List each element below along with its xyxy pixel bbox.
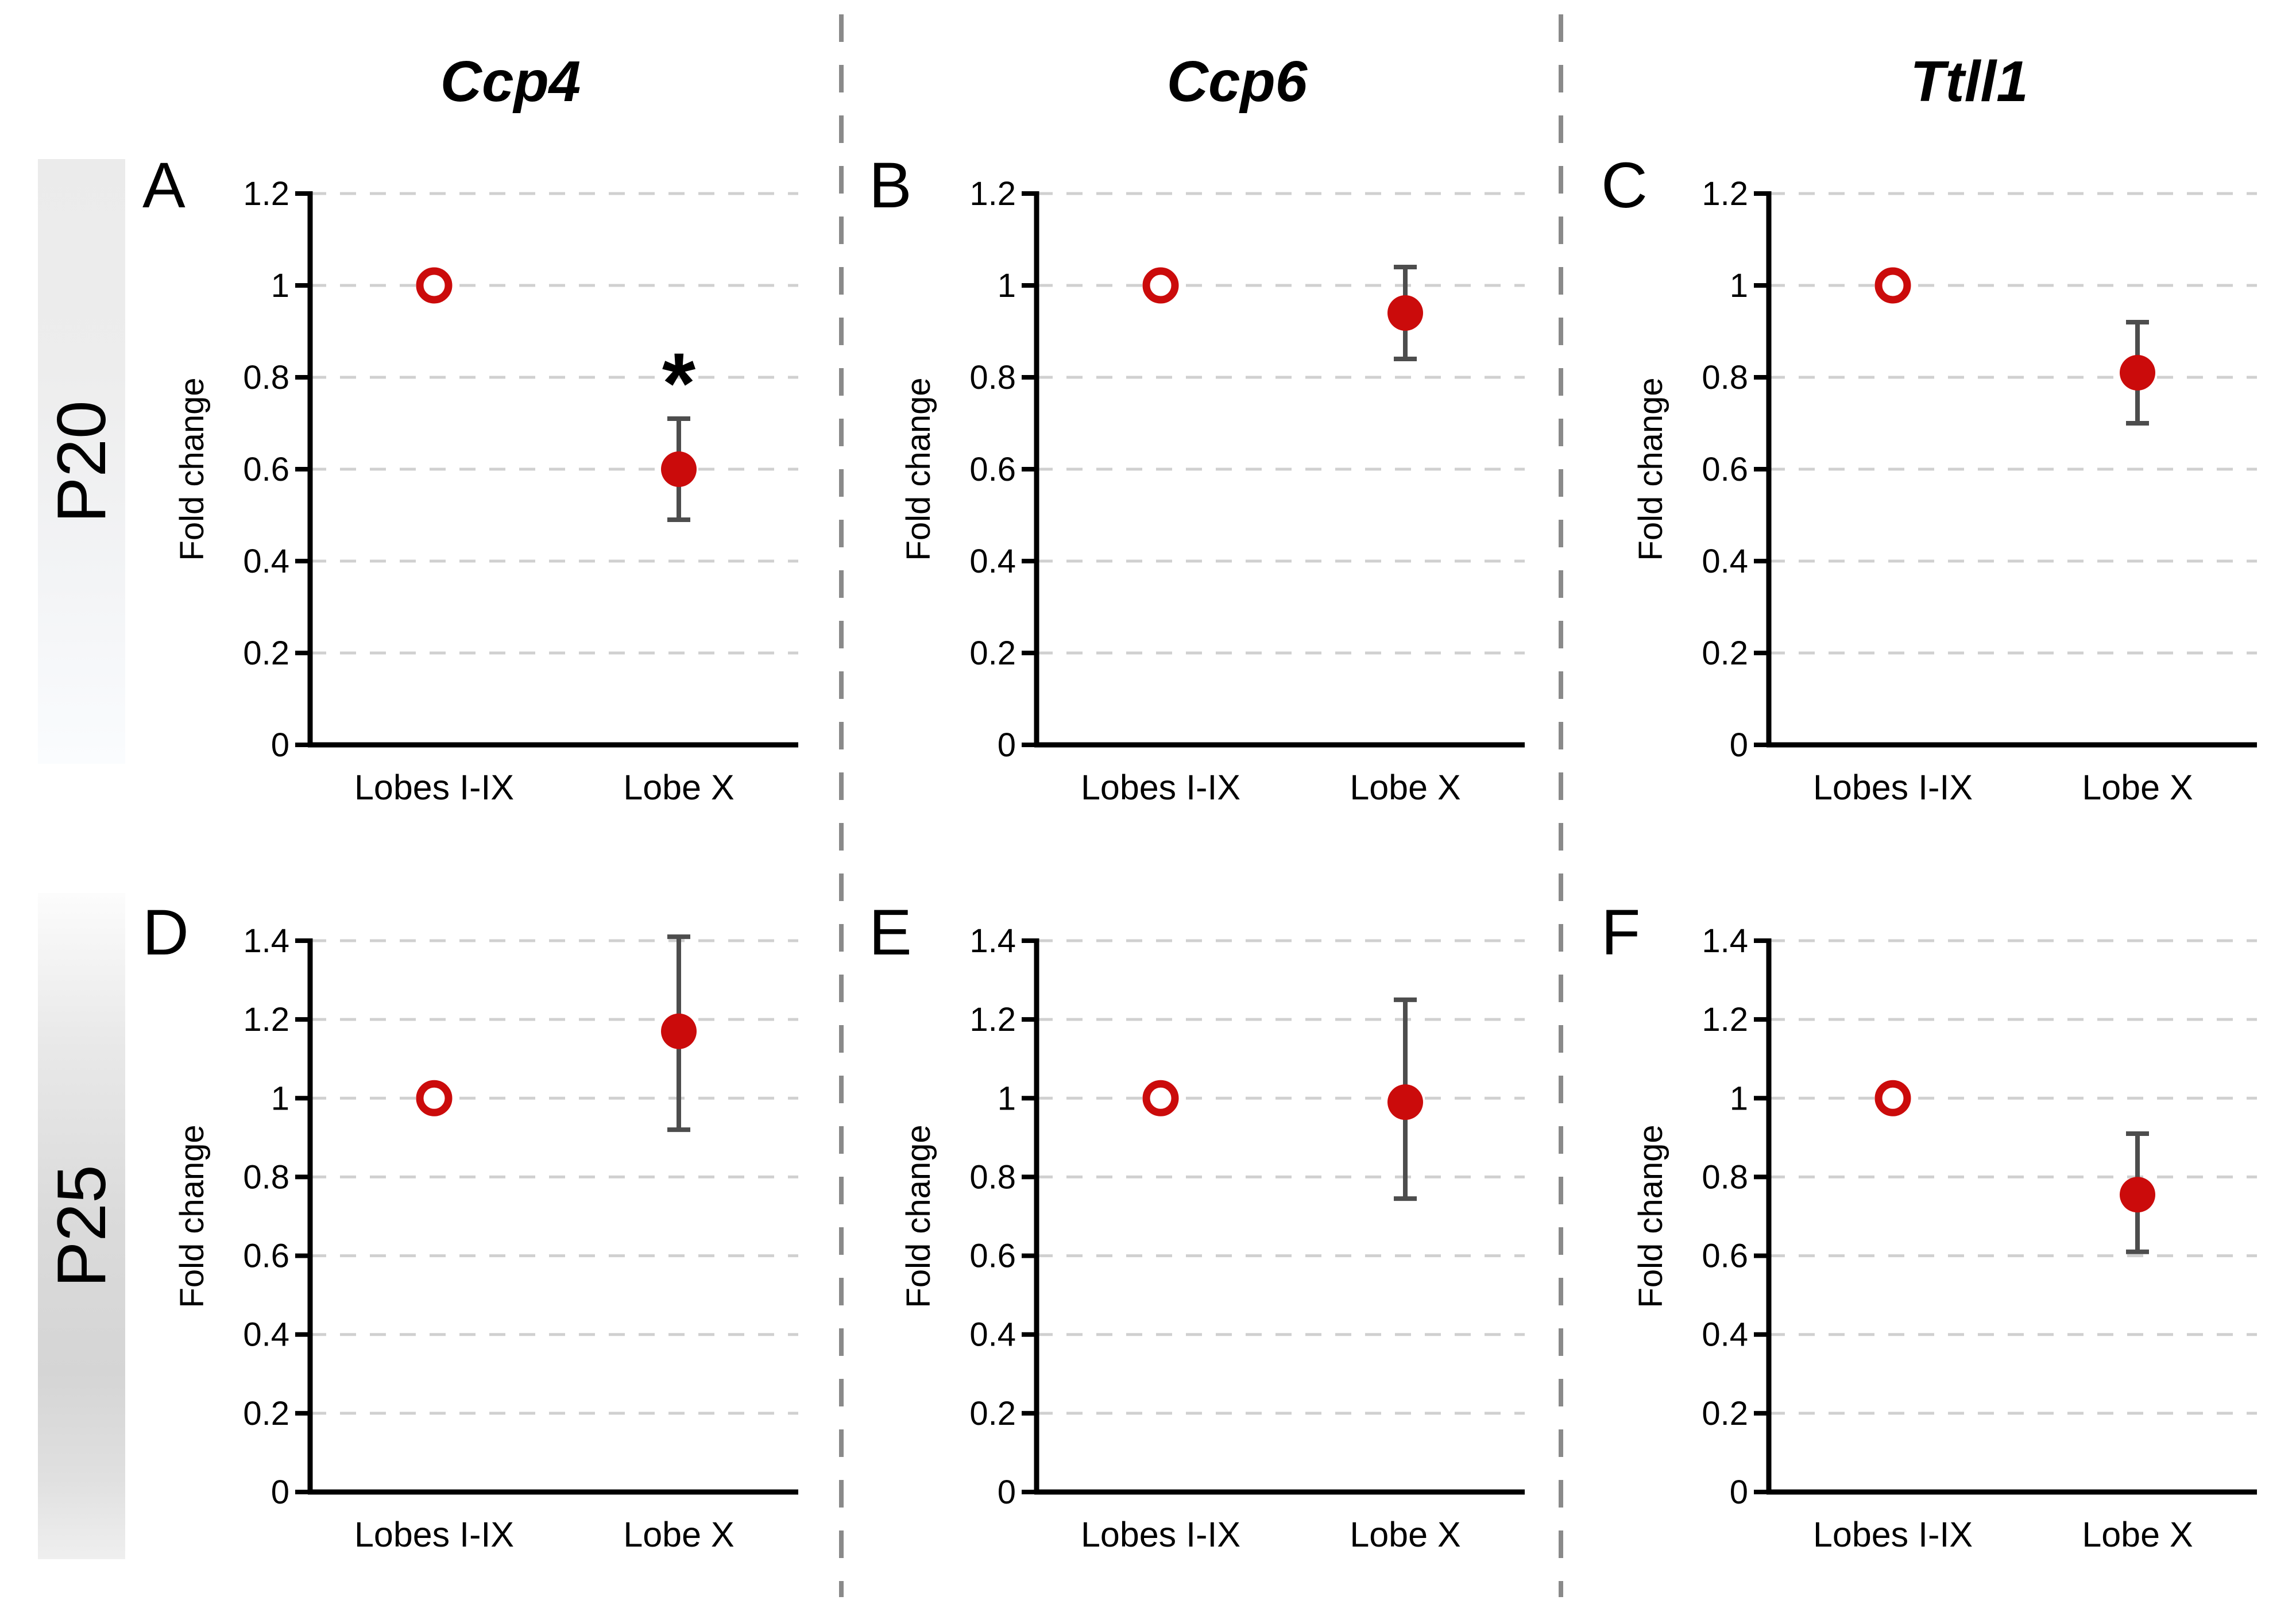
y-tick-label: 1.4 xyxy=(969,922,1016,960)
y-tick-label: 0.8 xyxy=(969,359,1016,396)
significance-asterisk: * xyxy=(662,335,696,431)
y-tick-label: 1.4 xyxy=(1702,922,1748,960)
row-band-p20: P20 xyxy=(38,159,125,764)
x-category-label: Lobes I-IX xyxy=(1813,768,1973,807)
x-category-label: Lobes I-IX xyxy=(1081,768,1240,807)
y-tick-label: 0 xyxy=(1730,1474,1748,1511)
y-tick-label: 1.2 xyxy=(969,1001,1016,1038)
y-axis-title: Fold change xyxy=(900,1124,937,1308)
y-tick-label: 0.6 xyxy=(1702,1238,1748,1275)
y-tick-label: 0.4 xyxy=(243,1316,289,1354)
panel-letter: E xyxy=(869,896,912,968)
y-tick-label: 0 xyxy=(271,726,289,764)
y-tick-label: 0.4 xyxy=(969,543,1016,580)
x-category-label: Lobes I-IX xyxy=(1081,1515,1240,1554)
y-axis-title: Fold change xyxy=(1632,1124,1669,1308)
y-tick-label: 1 xyxy=(998,1080,1016,1117)
y-tick-label: 0 xyxy=(998,726,1016,764)
x-category-label: Lobes I-IX xyxy=(354,768,514,807)
y-tick-label: 1.2 xyxy=(969,175,1016,212)
y-axis-title: Fold change xyxy=(173,1124,211,1308)
y-tick-label: 0.2 xyxy=(1702,635,1748,672)
y-tick-label: 0 xyxy=(271,1474,289,1511)
x-category-label: Lobes I-IX xyxy=(354,1515,514,1554)
y-tick-label: 0.8 xyxy=(1702,359,1748,396)
y-axis-title: Fold change xyxy=(1632,377,1669,561)
y-tick-label: 0.4 xyxy=(969,1316,1016,1354)
filled-circle-marker xyxy=(2120,355,2155,391)
open-circle-marker xyxy=(1142,267,1179,304)
y-tick-label: 1 xyxy=(998,267,1016,304)
y-tick-label: 1.2 xyxy=(1702,175,1748,212)
panel-letter: F xyxy=(1601,896,1640,968)
y-tick-label: 0.2 xyxy=(969,1395,1016,1432)
y-axis-title: Fold change xyxy=(900,377,937,561)
panel-letter: A xyxy=(142,149,185,221)
y-tick-label: 0.6 xyxy=(243,1238,289,1275)
column-separator-1 xyxy=(839,14,844,1597)
panel-c-plot: 0 0.2 0.4 0.6 0.8 1 1.2 Fold change C Lobes I-IX L… xyxy=(1601,149,2257,807)
x-category-label: Lobe X xyxy=(623,768,734,807)
panel-f-plot: 0 0.2 0.4 0.6 0.8 1 1.2 1.4 Fold change F Lobes I-… xyxy=(1601,896,2257,1554)
column-separator-2 xyxy=(1559,14,1563,1597)
x-category-label: Lobe X xyxy=(623,1515,734,1554)
y-tick-label: 0.6 xyxy=(969,1238,1016,1275)
filled-circle-marker xyxy=(1387,1084,1423,1120)
y-tick-label: 1 xyxy=(1730,267,1748,304)
y-tick-label: 0 xyxy=(998,1474,1016,1511)
y-tick-label: 1.4 xyxy=(243,922,289,960)
column-title-ttll1: Ttll1 xyxy=(1910,49,2028,114)
y-tick-label: 0.2 xyxy=(243,1395,289,1432)
y-tick-label: 0.8 xyxy=(243,359,289,396)
y-tick-label: 1.2 xyxy=(1702,1001,1748,1038)
panel-letter: B xyxy=(869,149,912,221)
open-circle-marker xyxy=(416,1080,453,1116)
y-tick-label: 0.2 xyxy=(243,635,289,672)
open-circle-marker xyxy=(1874,1080,1911,1116)
row-band-p20-label: P20 xyxy=(43,400,121,523)
row-band-p25: P25 xyxy=(38,893,125,1559)
y-tick-label: 0.2 xyxy=(1702,1395,1748,1432)
y-tick-label: 0.6 xyxy=(243,451,289,488)
filled-circle-marker xyxy=(661,451,697,487)
open-circle-marker xyxy=(1874,267,1911,304)
y-axis-title: Fold change xyxy=(173,377,211,561)
column-title-ccp4: Ccp4 xyxy=(440,49,581,114)
y-tick-label: 0.8 xyxy=(969,1158,1016,1196)
y-tick-label: 1 xyxy=(1730,1080,1748,1117)
y-tick-label: 0.4 xyxy=(1702,1316,1748,1354)
y-tick-label: 0.4 xyxy=(1702,543,1748,580)
column-title-ccp6: Ccp6 xyxy=(1166,49,1308,114)
panel-b-plot: 0 0.2 0.4 0.6 0.8 1 1.2 Fold change B Lobes I-IX L… xyxy=(869,149,1525,807)
panel-letter: C xyxy=(1601,149,1648,221)
x-category-label: Lobe X xyxy=(1350,768,1460,807)
y-tick-label: 0.2 xyxy=(969,635,1016,672)
panel-letter: D xyxy=(142,896,189,968)
y-tick-label: 0.6 xyxy=(969,451,1016,488)
open-circle-marker xyxy=(1142,1080,1179,1116)
panel-d-plot: 0 0.2 0.4 0.6 0.8 1 1.2 1.4 Fold change D Lobes I-… xyxy=(142,896,798,1554)
y-tick-label: 0.4 xyxy=(243,543,289,580)
x-category-label: Lobes I-IX xyxy=(1813,1515,1973,1554)
filled-circle-marker xyxy=(661,1013,697,1049)
y-tick-label: 1 xyxy=(271,267,289,304)
row-band-p25-label: P25 xyxy=(43,1165,121,1288)
y-tick-label: 1 xyxy=(271,1080,289,1117)
x-category-label: Lobe X xyxy=(2082,768,2193,807)
open-circle-marker xyxy=(416,267,453,304)
x-category-label: Lobe X xyxy=(1350,1515,1460,1554)
panel-e-plot: 0 0.2 0.4 0.6 0.8 1 1.2 1.4 Fold change E Lobes I-… xyxy=(869,896,1525,1554)
y-tick-label: 0 xyxy=(1730,726,1748,764)
y-tick-label: 0.8 xyxy=(243,1158,289,1196)
panel-a-plot: 0 0.2 0.4 0.6 0.8 1 1.2 Fold change A Lobes I-IX L… xyxy=(142,149,798,807)
filled-circle-marker xyxy=(1387,295,1423,331)
y-tick-label: 1.2 xyxy=(243,1001,289,1038)
y-tick-label: 1.2 xyxy=(243,175,289,212)
x-category-label: Lobe X xyxy=(2082,1515,2193,1554)
y-tick-label: 0.8 xyxy=(1702,1158,1748,1196)
y-tick-label: 0.6 xyxy=(1702,451,1748,488)
filled-circle-marker xyxy=(2120,1177,2155,1213)
